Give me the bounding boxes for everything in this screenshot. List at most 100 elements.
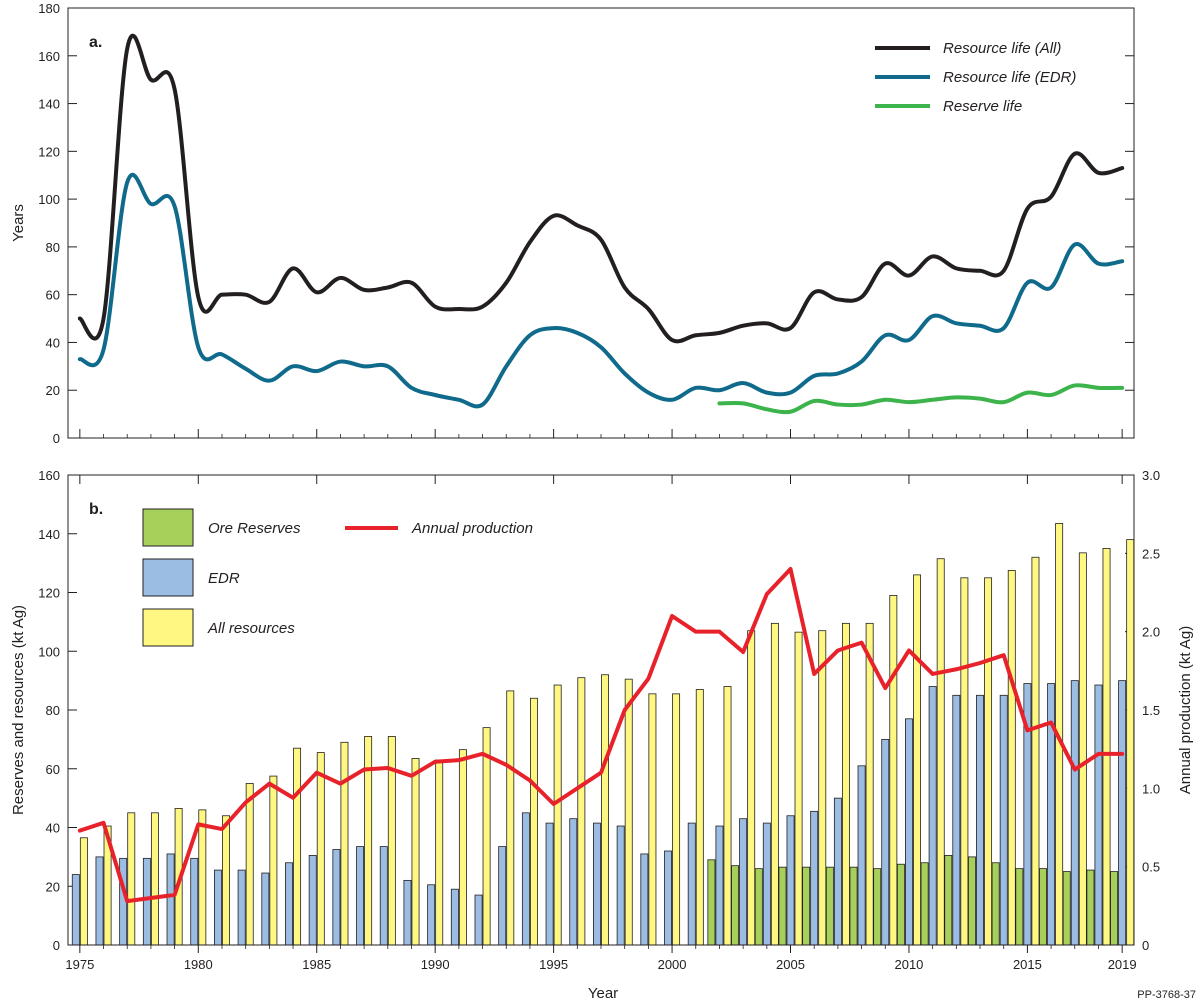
bar-edr-2018 [1094, 684, 1103, 946]
bar-edr-1997 [593, 822, 601, 946]
bar-all-resources-1978 [150, 812, 159, 946]
bar-edr-2014 [999, 694, 1008, 946]
bar-edr-1991 [450, 888, 459, 946]
b-xtick-label-2005: 2005 [776, 957, 805, 972]
b-y2tick-label-1-0: 1.0 [1142, 781, 1160, 796]
bar-edr-2010 [905, 718, 913, 946]
a-ytick-label-100: 100 [38, 192, 60, 207]
b-ytick-label-0: 0 [53, 938, 60, 953]
bar-all-resources-1998 [624, 678, 633, 946]
a-ytick-label-140: 140 [38, 97, 60, 112]
figure-code: PP-3768-37 [1137, 989, 1196, 1001]
bar-all-resources-2013 [984, 577, 993, 946]
bar-edr-2004 [762, 822, 771, 946]
bar-all-resources-2014 [1007, 570, 1016, 946]
legend-label-resource-life-all: Resource life (All) [943, 40, 1061, 57]
bar-all-resources-1989 [411, 758, 420, 946]
bar-all-resources-2002 [723, 686, 732, 946]
bar-all-resources-2011 [936, 558, 945, 946]
bar-all-resources-1990 [435, 759, 444, 946]
b-ytick-label-80: 80 [46, 703, 60, 718]
bar-ore-reserves-2016 [1039, 868, 1047, 946]
b-xtick-label-1990: 1990 [421, 957, 450, 972]
bar-edr-1985 [308, 855, 317, 946]
legend-label-resource-life-edr: Resource life (EDR) [943, 69, 1076, 86]
b-ytick-label-120: 120 [38, 586, 60, 601]
panel-a-ylabel: Years [10, 204, 27, 242]
b-y2tick-label-0-5: 0.5 [1142, 860, 1160, 875]
bar-edr-1978 [142, 857, 151, 946]
bar-ore-reserves-2003 [731, 865, 740, 946]
bar-edr-2012 [952, 694, 961, 946]
b-xtick-label-2015: 2015 [1013, 957, 1042, 972]
bar-all-resources-2012 [960, 577, 969, 946]
bar-edr-1993 [498, 846, 507, 946]
bar-ore-reserves-2018 [1086, 869, 1095, 946]
bar-edr-2006 [810, 810, 819, 946]
legend-label-reserve-life: Reserve life [943, 98, 1022, 115]
bar-all-resources-2000 [672, 693, 681, 946]
bar-ore-reserves-2009 [873, 868, 882, 946]
bar-ore-reserves-2015 [1015, 868, 1024, 946]
bar-edr-2009 [881, 738, 890, 946]
b-ytick-label-20: 20 [46, 879, 60, 894]
panel-b: 0 20 40 60 80 100 120 140 160 0 0.5 1.0 1.5 2.0 2.5 3.0… [10, 468, 1194, 1002]
bar-edr-1982 [237, 869, 246, 946]
bar-ore-reserves-2002 [707, 859, 716, 946]
bar-edr-1995 [545, 822, 554, 946]
b-ytick-label-40: 40 [46, 821, 60, 836]
b-y2tick-label-3-0: 3.0 [1142, 468, 1160, 483]
bar-all-resources-2010 [913, 574, 921, 946]
bar-edr-2008 [857, 765, 866, 946]
b-xtick-label-2010: 2010 [894, 957, 923, 972]
bar-ore-reserves-2008 [849, 866, 858, 946]
bar-all-resources-1982 [245, 783, 254, 946]
bar-all-resources-1983 [269, 775, 278, 946]
a-ytick-label-40: 40 [46, 335, 60, 350]
bar-edr-2007 [833, 797, 842, 946]
bar-edr-1981 [213, 869, 222, 946]
bar-edr-2000 [664, 850, 672, 946]
legend-label-annual-production: Annual production [411, 520, 533, 537]
bar-all-resources-1977 [127, 812, 136, 946]
bar-edr-1988 [379, 846, 388, 946]
bar-all-resources-2006 [818, 630, 827, 946]
bar-ore-reserves-2013 [968, 856, 976, 946]
a-ytick-label-160: 160 [38, 49, 60, 64]
bar-all-resources-1985 [316, 752, 325, 946]
bar-edr-2019 [1118, 680, 1127, 946]
line-resource-life-edr [77, 172, 1125, 409]
bar-edr-1986 [332, 849, 341, 946]
bar-ore-reserves-2014 [991, 862, 1000, 946]
bar-ore-reserves-2010 [896, 863, 905, 946]
bar-edr-2002 [715, 825, 724, 946]
bar-edr-1989 [403, 879, 412, 946]
a-ytick-label-0: 0 [53, 431, 60, 446]
bar-edr-1996 [569, 818, 578, 946]
bar-all-resources-1981 [222, 815, 230, 946]
line-reserve-life [717, 383, 1125, 415]
b-xtick-label-1975: 1975 [65, 957, 94, 972]
legend-swatch-all-resources [142, 608, 194, 647]
bar-ore-reserves-2012 [944, 855, 953, 946]
bar-all-resources-1997 [601, 674, 609, 946]
a-ytick-label-60: 60 [46, 288, 60, 303]
a-ytick-label-80: 80 [46, 240, 60, 255]
bar-all-resources-1996 [577, 677, 586, 946]
bar-all-resources-2018 [1102, 548, 1111, 946]
bar-all-resources-1980 [198, 809, 207, 946]
bar-ore-reserves-2007 [825, 866, 834, 946]
bar-edr-2013 [976, 694, 984, 946]
bar-all-resources-1984 [293, 747, 302, 946]
bar-edr-1979 [166, 853, 175, 946]
bar-all-resources-2003 [747, 630, 756, 946]
line-resource-life-all [77, 33, 1125, 344]
bar-all-resources-1986 [340, 741, 349, 946]
bar-edr-1980 [190, 857, 199, 946]
a-ytick-label-20: 20 [46, 383, 60, 398]
bar-edr-1994 [521, 812, 530, 946]
bar-ore-reserves-2011 [920, 862, 929, 946]
b-xtick-label-1980: 1980 [184, 957, 213, 972]
a-ytick-label-120: 120 [38, 144, 60, 159]
